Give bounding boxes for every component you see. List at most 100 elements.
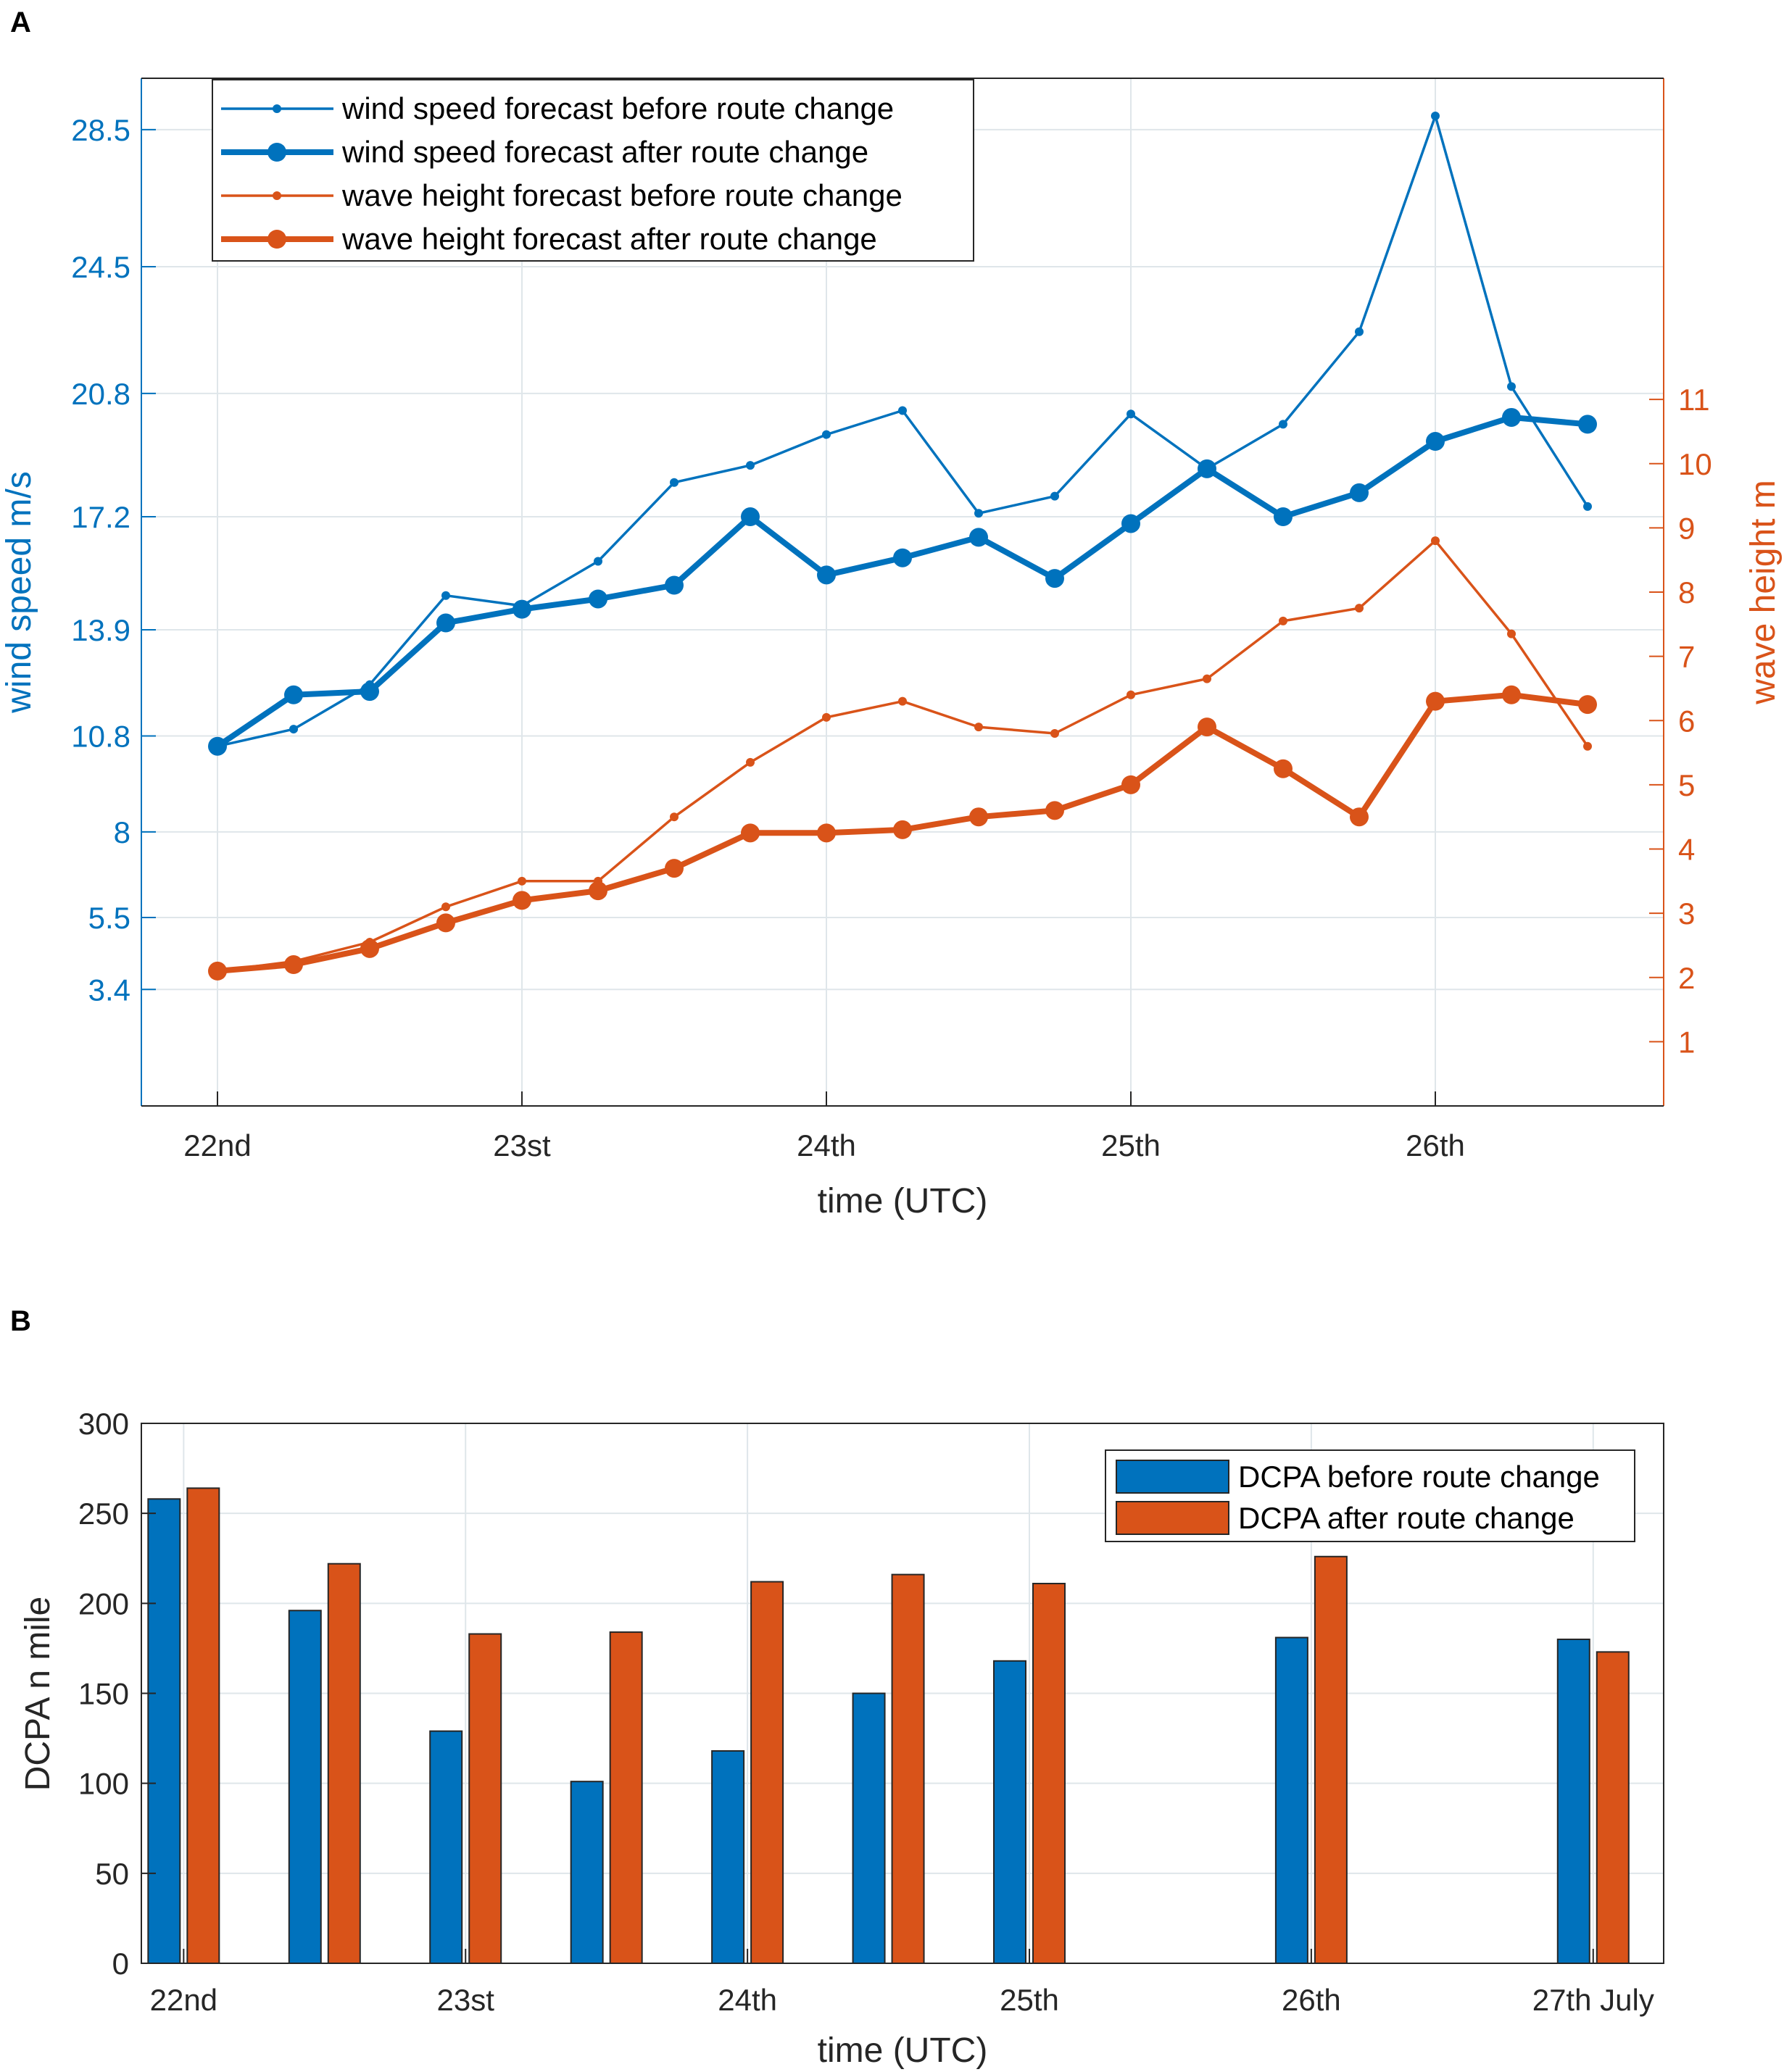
- panel-a-legend-label-1: wind speed forecast before route change: [341, 91, 894, 125]
- panel-b-y-tick-label-1: 50: [95, 1857, 129, 1891]
- panel-a-y-left-tick-label-4: 13.9: [71, 613, 130, 647]
- panel-a-series-2-point-13: [1203, 674, 1211, 683]
- panel-a-series-2-point-10: [974, 723, 983, 732]
- panel-a-y-right-tick-label-5: 6: [1678, 704, 1695, 738]
- panel-a-series-3-point-7: [741, 823, 760, 843]
- panel-a-series-1-point-3: [436, 613, 455, 633]
- panel-a-series-3-point-18: [1578, 695, 1597, 715]
- panel-a-y-left-tick-label-0: 3.4: [88, 973, 130, 1007]
- panel-b-label: B: [10, 1305, 31, 1337]
- panel-b-y-tick-label-6: 300: [78, 1407, 129, 1441]
- panel-a-legend-label-2: wind speed forecast after route change: [341, 135, 868, 169]
- panel-a-series-3-point-13: [1198, 717, 1216, 737]
- panel-b-bar-before-4: [711, 1749, 745, 1964]
- panel-a-series-2-point-8: [822, 712, 831, 722]
- panel-a-series-1-point-6: [665, 575, 684, 595]
- panel-a-series-3-point-0: [208, 961, 227, 981]
- panel-b-legend-swatch-2: [1116, 1501, 1229, 1535]
- panel-a-series-3-point-3: [436, 913, 455, 933]
- panel-b-bar-before-3: [570, 1781, 604, 1965]
- panel-a-y-left-tick-label-5: 17.2: [71, 500, 130, 534]
- panel-a-series-1-point-4: [513, 599, 531, 619]
- panel-a-series-1-point-18: [1578, 415, 1597, 434]
- panel-b-x-tick-label-3: 25th: [1000, 1983, 1059, 2017]
- panel-a-series-1-point-8: [817, 565, 836, 585]
- panel-a-y-right-tick-label-7: 8: [1678, 575, 1695, 609]
- panel-a-series-3-point-11: [1045, 801, 1064, 820]
- panel-a-series-2-point-4: [518, 876, 526, 886]
- panel-b-x-tick-label-2: 24th: [718, 1983, 777, 2017]
- panel-a-series-1-point-15: [1350, 483, 1369, 502]
- panel-a-legend-marker-3: [273, 191, 281, 200]
- panel-a-legend[interactable]: wind speed forecast before route change …: [212, 79, 974, 262]
- panel-b-bar-after-5: [891, 1573, 925, 1965]
- panel-b-legend[interactable]: DCPA before route change DCPA after rout…: [1105, 1449, 1635, 1542]
- panel-a-series-0-point-15: [1355, 327, 1364, 336]
- panel-a-series-1-point-7: [741, 507, 760, 527]
- panel-a-series-2-point-15: [1355, 604, 1364, 613]
- panel-a-series-2-point-14: [1279, 616, 1287, 625]
- panel-a-series-3-point-2: [360, 939, 379, 958]
- panel-a-series-1-point-2: [360, 682, 379, 702]
- panel-b-bar-after-6: [1032, 1583, 1066, 1964]
- panel-b-bar-after-1: [327, 1563, 361, 1964]
- panel-a-axes: [141, 78, 1664, 1107]
- panel-a-y-left-tick-label-8: 28.5: [71, 113, 130, 147]
- panel-a-y-left-tick-label-3: 10.8: [71, 720, 130, 754]
- panel-a-tick-labels: 22nd 23st 24th 25th 26th 3.4 5.5 8 10.8 13.9 17.2 2…: [71, 113, 1712, 1162]
- panel-a-series-0-point-17: [1507, 382, 1516, 391]
- panel-a-series-2-point-7: [746, 757, 755, 767]
- panel-a-x-axis-label: time (UTC): [818, 1182, 988, 1220]
- panel-a-legend-marker-4: [267, 230, 286, 249]
- panel-a-series-0-point-8: [822, 430, 831, 439]
- panel-b-y-tick-label-2: 100: [78, 1767, 129, 1801]
- panel-a-series-2-point-17: [1507, 629, 1516, 638]
- panel-a-y-right-tick-label-2: 3: [1678, 896, 1695, 931]
- panel-b-y-tick-label-4: 200: [78, 1586, 129, 1620]
- panel-a-series-1-point-11: [1045, 569, 1064, 588]
- panel-a-series-0-point-7: [746, 461, 755, 470]
- panel-a-legend-marker-1: [273, 104, 281, 113]
- panel-b-y-axis-label: DCPA n mile: [19, 1597, 57, 1792]
- panel-a-series-0-point-9: [898, 406, 907, 415]
- panel-a-x-tick-label-0: 22nd: [183, 1128, 251, 1162]
- panel-a-legend-marker-2: [267, 143, 286, 162]
- panel-a-y-right-tick-label-3: 4: [1678, 833, 1695, 867]
- panel-a-series-1-point-10: [969, 528, 988, 547]
- panel-a-series-0-point-16: [1431, 111, 1440, 120]
- panel-a-y-right-tick-label-4: 5: [1678, 768, 1695, 802]
- panel-a: A 22nd 23st 24th 25th 26th 3.4 5.5 8 10.8 13.9 17.…: [0, 7, 1783, 1220]
- panel-b-axes: [141, 1423, 1664, 1964]
- panel-a-y-right-tick-label-8: 9: [1678, 511, 1695, 545]
- panel-a-series-3-point-8: [817, 823, 836, 843]
- panel-b-bar-before-0: [147, 1498, 181, 1965]
- panel-b-bar-before-1: [288, 1610, 322, 1964]
- panel-b-y-tick-label-0: 0: [112, 1947, 129, 1981]
- panel-b-bar-after-7: [1314, 1555, 1348, 1964]
- panel-a-y-right-tick-label-0: 1: [1678, 1025, 1695, 1059]
- panel-a-series-2-point-18: [1583, 741, 1592, 751]
- panel-a-series-2-point-6: [670, 812, 679, 822]
- panel-a-series-1-point-5: [589, 589, 607, 609]
- panel-a-series-0-point-10: [974, 509, 983, 518]
- panel-a-series-0-point-3: [441, 591, 450, 600]
- panel-a-series-1-point-0: [208, 736, 227, 756]
- panel-b-bar-before-7: [1274, 1636, 1308, 1964]
- panel-a-label: A: [10, 7, 31, 38]
- panel-a-series-0-point-6: [670, 478, 679, 487]
- panel-a-legend-label-3: wave height forecast before route change: [341, 178, 903, 212]
- panel-b-bar-before-6: [993, 1660, 1026, 1965]
- panel-a-series-3-point-1: [284, 955, 303, 975]
- panel-a-series-0-point-12: [1127, 409, 1135, 419]
- panel-a-series-2-point-11: [1050, 728, 1059, 738]
- panel-a-series-3-point-4: [513, 891, 531, 910]
- panel-a-legend-label-4: wave height forecast after route change: [341, 222, 877, 256]
- panel-a-series-3-point-9: [893, 820, 912, 839]
- panel-a-series-1-point-12: [1121, 514, 1140, 533]
- panel-b-y-tick-label-3: 150: [78, 1677, 129, 1711]
- panel-a-series-2-point-12: [1127, 690, 1135, 699]
- panel-a-series-3-point-6: [665, 859, 684, 878]
- panel-b-bar-before-5: [852, 1692, 886, 1964]
- panel-a-series-1-point-16: [1426, 432, 1445, 452]
- panel-a-series-2-point-9: [898, 696, 907, 706]
